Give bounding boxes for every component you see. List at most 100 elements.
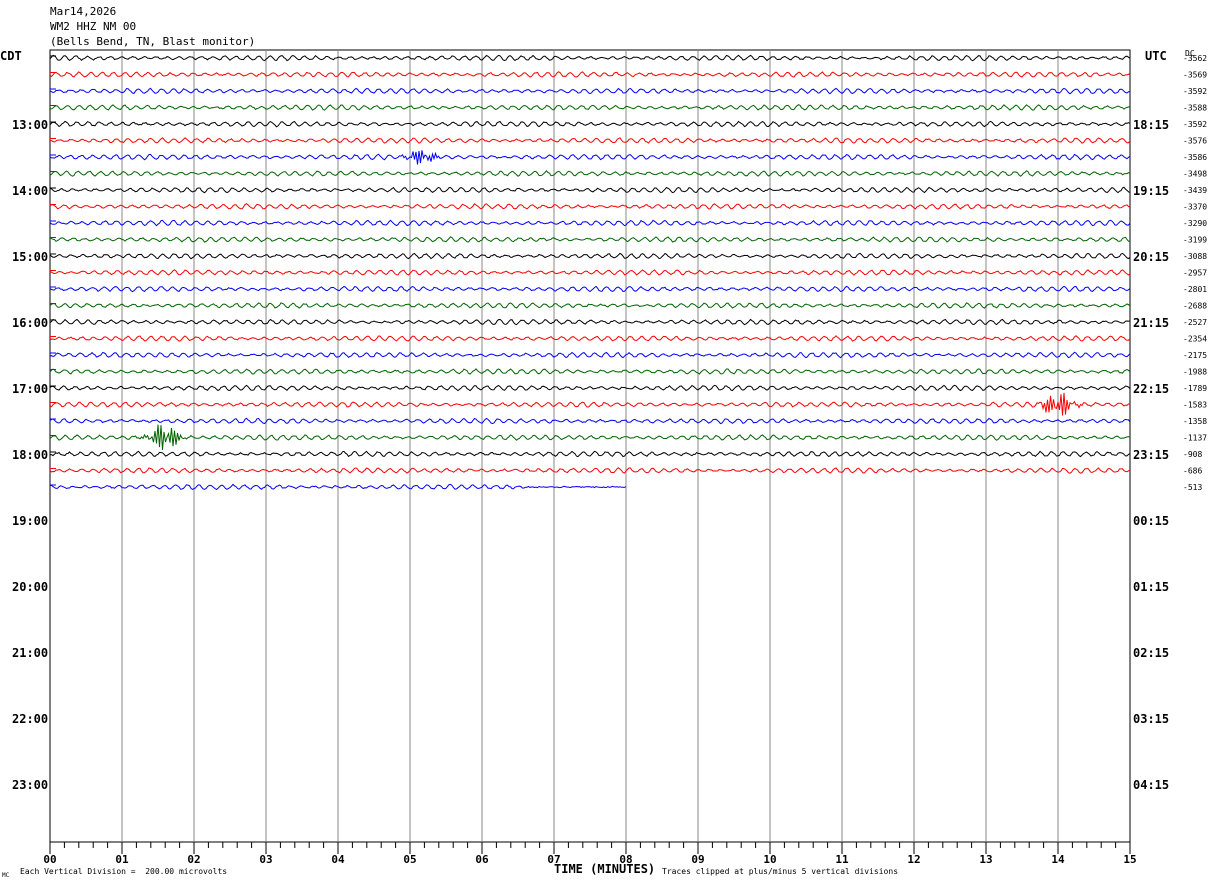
plot-frame (49, 49, 1131, 843)
right-timezone-label: UTC (1145, 49, 1167, 63)
right-hour-label: 01:15 (1133, 580, 1169, 594)
x-tick-label: 14 (1051, 853, 1065, 866)
left-hour-label: 13:00 (12, 118, 48, 132)
trace-offset-label: -3199 (1183, 236, 1207, 245)
x-tick-label: 15 (1123, 853, 1136, 866)
x-tick-label: 12 (907, 853, 920, 866)
trace-offset-label: -3088 (1183, 252, 1207, 261)
dc-label: DC (1185, 49, 1195, 58)
trace-line (49, 219, 1131, 227)
trace-offset-label: -1358 (1183, 417, 1207, 426)
trace-line (49, 186, 1131, 194)
left-hour-label: 21:00 (12, 646, 48, 660)
right-hour-label: 18:15 (1133, 118, 1169, 132)
trace-line (49, 483, 627, 491)
trace-offset-label: -2801 (1183, 285, 1207, 294)
trace-offset-label: -2527 (1183, 318, 1207, 327)
trace-line (49, 302, 1131, 309)
x-tick-label: 09 (691, 853, 704, 866)
trace-line (49, 450, 1131, 458)
trace-line (49, 467, 1131, 474)
header-date: Mar14,2026 (50, 5, 117, 18)
left-hour-label: 17:00 (12, 382, 48, 396)
trace-line (49, 120, 1131, 128)
x-tick-label: 01 (115, 853, 129, 866)
trace-line (49, 285, 1131, 293)
trace-line (49, 137, 1131, 144)
left-hour-label: 14:00 (12, 184, 48, 198)
trace-offset-label: -1583 (1183, 401, 1207, 410)
x-axis-label: TIME (MINUTES) (554, 862, 656, 876)
trace-line (49, 335, 1131, 342)
trace-offset-label: -3439 (1183, 186, 1207, 195)
x-tick-label: 03 (259, 853, 272, 866)
trace-line (49, 252, 1131, 260)
left-hour-label: 18:00 (12, 448, 48, 462)
trace-line (49, 203, 1131, 210)
right-hour-label: 00:15 (1133, 514, 1169, 528)
trace-offset-label: -3592 (1183, 87, 1207, 96)
corner-mark: MC (2, 872, 10, 879)
x-tick-label: 13 (979, 853, 992, 866)
trace-offset-label: -908 (1183, 450, 1202, 459)
trace-offset-label: -3498 (1183, 170, 1207, 179)
trace-offset-label: -1988 (1183, 368, 1207, 377)
x-tick-label: 02 (187, 853, 200, 866)
trace-offset-label: -3569 (1183, 71, 1207, 80)
trace-line (49, 417, 1131, 425)
trace-offset-label: -1789 (1183, 384, 1207, 393)
trace-line (49, 424, 1131, 450)
left-hour-label: 16:00 (12, 316, 48, 330)
right-hour-label: 19:15 (1133, 184, 1169, 198)
right-hour-label: 20:15 (1133, 250, 1169, 264)
trace-line (49, 236, 1130, 243)
trace-offset-label: -3592 (1183, 120, 1207, 129)
trace-line (49, 269, 1131, 276)
left-hour-label: 15:00 (12, 250, 48, 264)
right-hour-label: 23:15 (1133, 448, 1169, 462)
left-hour-label: 19:00 (12, 514, 48, 528)
trace-line (49, 392, 1131, 416)
right-hour-label: 02:15 (1133, 646, 1169, 660)
trace-offset-label: -686 (1183, 467, 1202, 476)
header-station: WM2 HHZ NM 00 (50, 20, 137, 33)
trace-offset-label: -3576 (1183, 137, 1207, 146)
right-hour-label: 03:15 (1133, 712, 1169, 726)
trace-offset-label: -2354 (1183, 335, 1207, 344)
trace-offset-label: -3588 (1183, 104, 1207, 113)
left-hour-label: 23:00 (12, 778, 48, 792)
trace-line (49, 368, 1131, 375)
trace-offset-label: -3586 (1183, 153, 1207, 162)
x-tick-label: 08 (619, 853, 632, 866)
trace-offset-label: -3562 (1183, 54, 1207, 63)
x-tick-label: 07 (547, 853, 560, 866)
header-location: (Bells Bend, TN, Blast monitor) (50, 35, 256, 48)
division-note: Each Vertical Division = 200.00 microvol… (20, 867, 228, 876)
trace-offset-label: -2688 (1183, 302, 1207, 311)
x-tick-label: 11 (835, 853, 849, 866)
trace-offset-label: -3370 (1183, 203, 1207, 212)
left-timezone-label: CDT (0, 49, 22, 63)
trace-line (49, 104, 1131, 111)
left-hour-label: 20:00 (12, 580, 48, 594)
trace-line (49, 318, 1131, 326)
trace-offset-label: -3290 (1183, 219, 1207, 228)
x-tick-label: 05 (403, 853, 416, 866)
trace-line (49, 170, 1131, 177)
x-tick-label: 10 (763, 853, 776, 866)
trace-line (49, 351, 1131, 359)
x-tick-label: 06 (475, 853, 489, 866)
right-hour-label: 21:15 (1133, 316, 1169, 330)
trace-offset-label: -2957 (1183, 269, 1207, 278)
trace-line (49, 54, 1131, 62)
right-hour-label: 22:15 (1133, 382, 1169, 396)
trace-offset-label: -1137 (1183, 434, 1207, 443)
trace-offset-label: -2175 (1183, 351, 1207, 360)
x-tick-label: 00 (43, 853, 56, 866)
trace-line (49, 71, 1131, 78)
x-tick-label: 04 (331, 853, 345, 866)
clip-note: Traces clipped at plus/minus 5 vertical … (662, 867, 899, 876)
trace-line (49, 384, 1131, 392)
trace-line (49, 150, 1131, 165)
